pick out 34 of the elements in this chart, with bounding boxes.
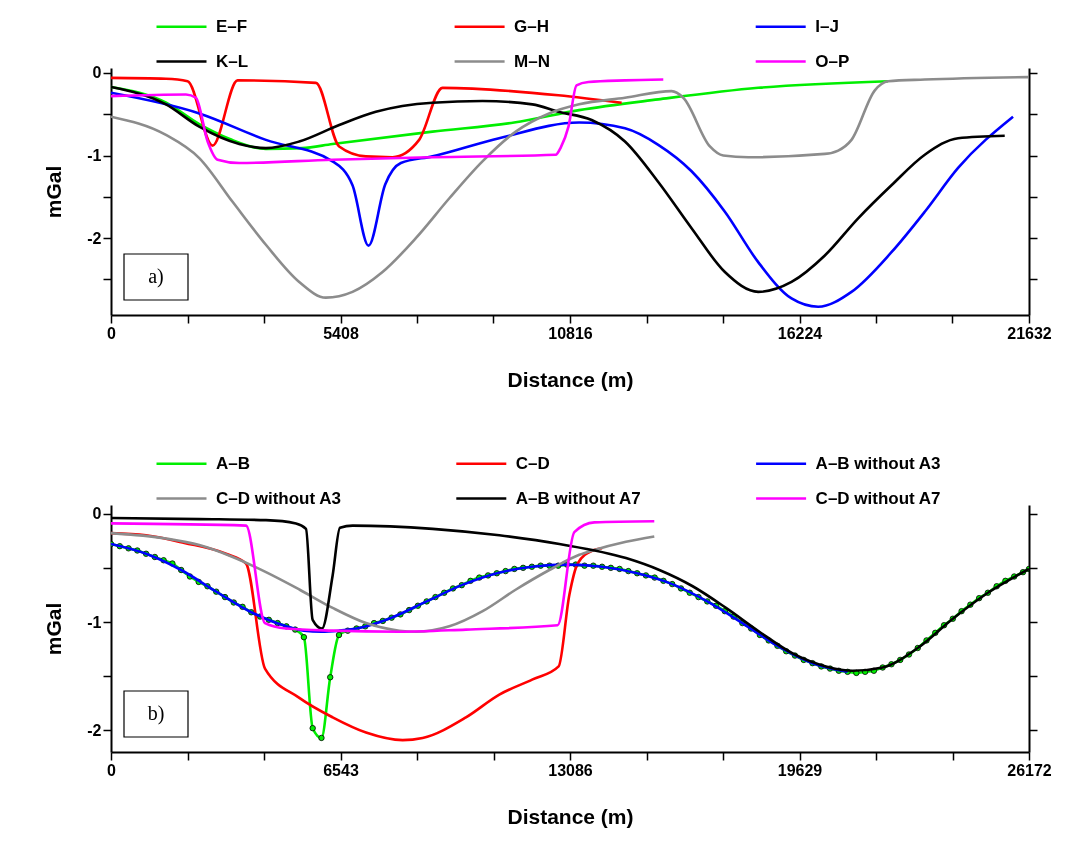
x-tick-label: 19629 [777, 761, 823, 779]
legend-label: K–L [216, 51, 249, 71]
legend-label: A–B without A7 [515, 488, 641, 508]
x-tick-label: 10816 [548, 324, 593, 342]
x-tick-label: 26172 [1007, 761, 1052, 779]
legend-label: C–D [515, 453, 550, 473]
legend-label: M–N [514, 51, 551, 71]
y-tick-label: -2 [87, 229, 102, 247]
annotation: b) [147, 702, 165, 725]
legend-label: G–H [514, 16, 550, 36]
y-tick-label: 0 [92, 505, 102, 523]
y-axis-title: mGal [42, 165, 66, 219]
x-tick-label: 0 [107, 324, 117, 342]
legend-label: A–B without A3 [815, 453, 941, 473]
x-tick-label: 6543 [323, 761, 359, 779]
legend-label: E–F [216, 16, 248, 36]
x-tick-label: 5408 [323, 324, 359, 342]
annotation: a) [148, 265, 164, 288]
x-tick-label: 13086 [548, 761, 593, 779]
y-tick-label: -2 [87, 721, 102, 739]
x-tick-label: 0 [107, 761, 117, 779]
legend-label: C–D without A7 [815, 488, 941, 508]
x-axis-title: Distance (m) [507, 367, 634, 391]
y-tick-label: 0 [92, 64, 102, 82]
x-tick-label: 21632 [1007, 324, 1052, 342]
y-tick-label: -1 [87, 613, 102, 631]
legend-label: A–B [216, 453, 251, 473]
legend-label: C–D without A3 [216, 488, 341, 508]
y-tick-label: -1 [87, 147, 102, 165]
x-tick-label: 16224 [777, 324, 823, 342]
legend-label: O–P [815, 51, 850, 71]
y-axis-title: mGal [42, 602, 66, 656]
x-axis-title: Distance (m) [507, 804, 634, 828]
legend-label: I–J [815, 16, 839, 36]
